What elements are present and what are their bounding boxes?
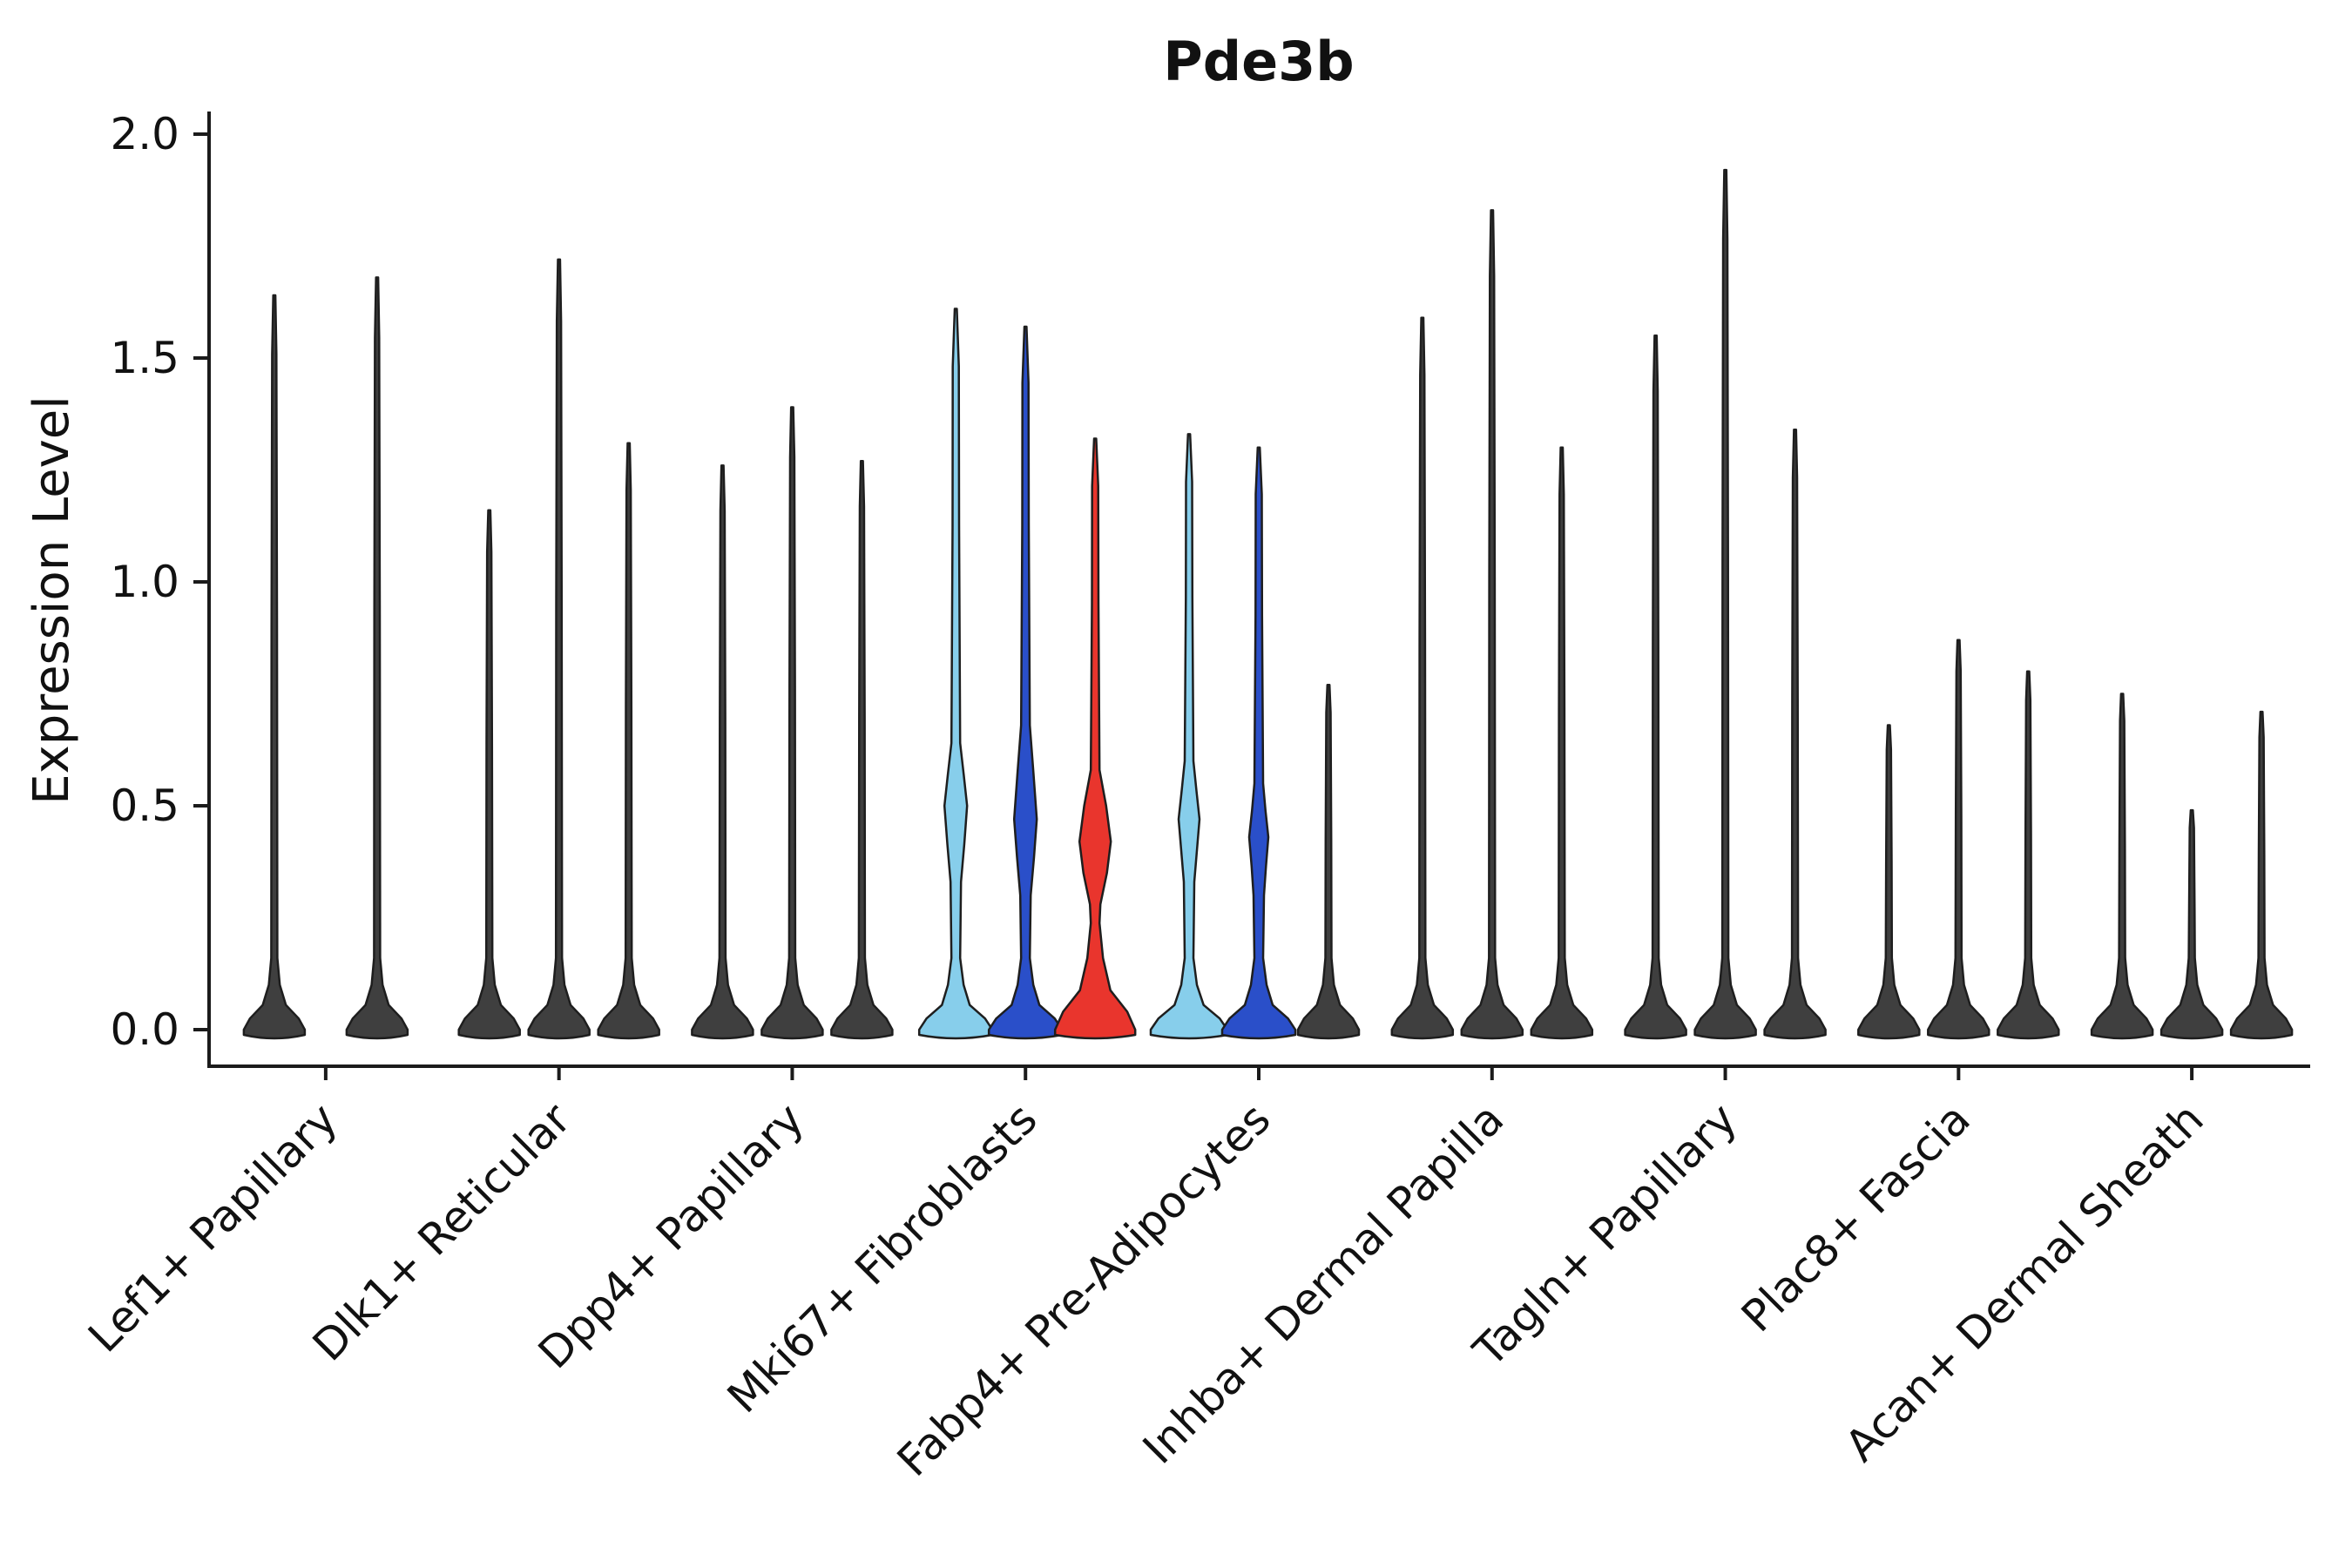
violin-8-2 — [2229, 710, 2294, 1040]
violin-6-1 — [1693, 168, 1757, 1040]
y-axis-label: Expression Level — [24, 395, 80, 805]
violin-3-0 — [917, 308, 994, 1040]
x-tick-label: Dlk1+ Reticular — [303, 1093, 580, 1370]
violin-6-2 — [1763, 428, 1827, 1040]
y-tick-label: 0.0 — [110, 1004, 179, 1055]
violin-5-2 — [1530, 446, 1594, 1040]
violin-0-1 — [345, 276, 409, 1040]
y-tick-label: 1.0 — [110, 557, 179, 607]
violin-2-0 — [691, 464, 754, 1040]
violin-2-1 — [760, 406, 824, 1040]
violin-1-1 — [527, 258, 591, 1040]
chart-title: Pde3b — [1163, 30, 1354, 93]
violin-3-2 — [1053, 437, 1137, 1040]
violin-7-1 — [1927, 639, 1990, 1040]
x-tick-label: Lef1+ Papillary — [78, 1093, 347, 1362]
violin-2-2 — [830, 459, 894, 1040]
y-tick-label: 1.5 — [110, 333, 179, 383]
violin-4-0 — [1149, 433, 1229, 1040]
violin-7-0 — [1857, 724, 1921, 1040]
violin-8-1 — [2159, 808, 2224, 1040]
y-tick-label: 0.5 — [110, 781, 179, 831]
violin-7-2 — [1997, 670, 2060, 1040]
x-tick-label: Plac8+ Fascia — [1732, 1093, 1980, 1342]
violin-4-1 — [1220, 446, 1297, 1040]
violin-6-0 — [1624, 335, 1687, 1040]
x-tick-label: Fabp4+ Pre-Adipocytes — [888, 1093, 1281, 1486]
violin-0-0 — [242, 294, 307, 1040]
y-tick-label: 2.0 — [110, 109, 179, 159]
violin-1-0 — [457, 509, 521, 1040]
violin-5-1 — [1460, 209, 1524, 1040]
violin-1-2 — [597, 442, 660, 1040]
violin-4-2 — [1296, 683, 1361, 1040]
violin-8-0 — [2090, 693, 2154, 1040]
violin-5-0 — [1390, 316, 1455, 1040]
violin-3-1 — [987, 325, 1064, 1040]
